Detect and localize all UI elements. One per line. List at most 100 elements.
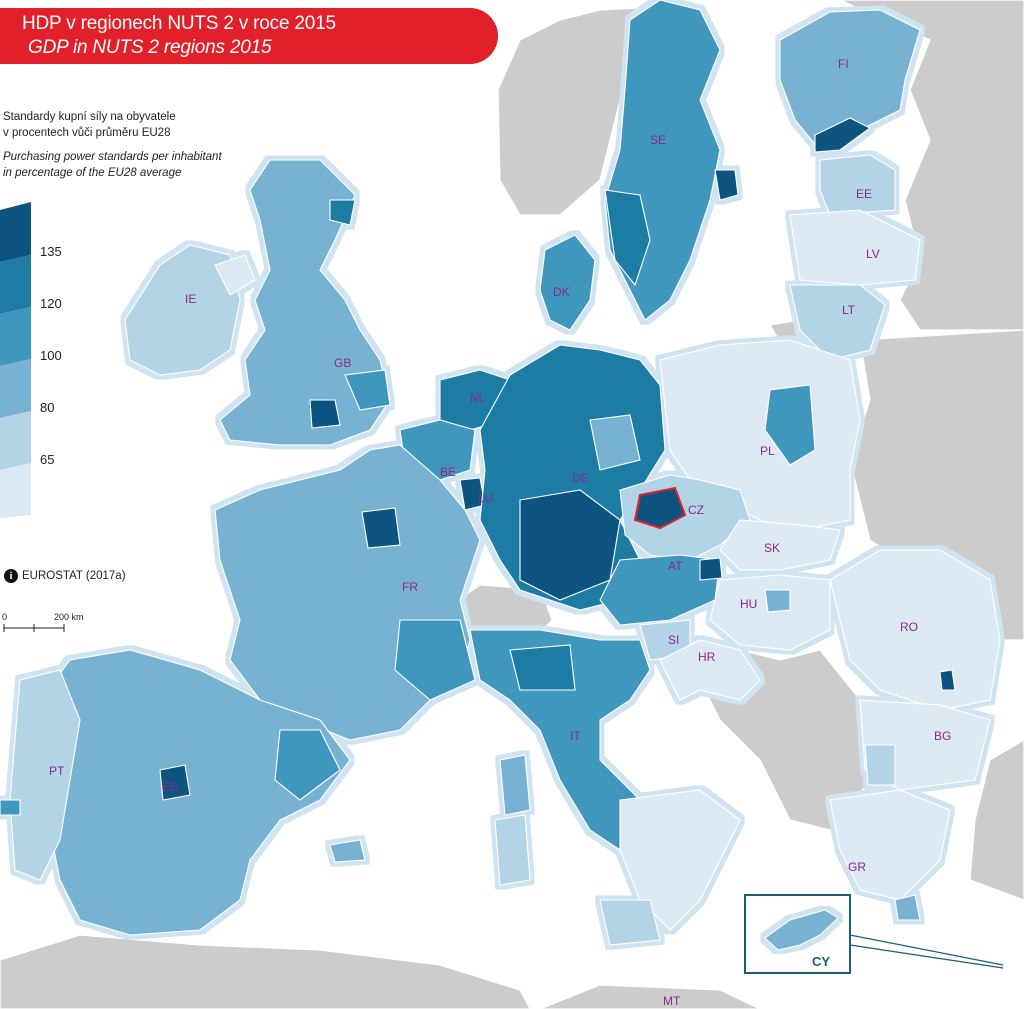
legend-label-65: 65	[40, 452, 54, 467]
region-es-baleares	[329, 839, 366, 863]
title-banner: HDP v regionech NUTS 2 v roce 2015 GDP i…	[0, 8, 498, 64]
label-hr: HR	[698, 650, 716, 664]
label-pl: PL	[760, 444, 775, 458]
legend-swatch-4	[0, 359, 31, 418]
legend-desc-en-line1: Purchasing power standards per inhabitan…	[3, 151, 222, 163]
legend-description-en: Purchasing power standards per inhabitan…	[3, 149, 222, 181]
legend-description-cz: Standardy kupní síly na obyvatele v proc…	[3, 109, 176, 141]
region-gr-athens	[894, 894, 921, 921]
scale-label-end: 200 km	[54, 612, 84, 622]
label-hu: HU	[740, 597, 757, 611]
region-ee	[819, 154, 896, 216]
legend-swatch-6	[0, 463, 31, 518]
region-bg-sofia	[864, 744, 896, 786]
label-lv: LV	[866, 247, 880, 261]
region-it-lombardia	[509, 644, 576, 691]
label-lu: LU	[478, 491, 493, 505]
label-cz: CZ	[688, 503, 704, 517]
region-cy	[764, 909, 839, 951]
region-es-madrid	[159, 764, 191, 801]
region-ie	[124, 244, 241, 376]
title-english: GDP in NUTS 2 regions 2015	[28, 37, 272, 58]
region-hr	[659, 639, 761, 701]
norway	[497, 7, 641, 216]
label-sk: SK	[764, 541, 780, 555]
region-ro-bucharest	[939, 669, 956, 691]
region-lv	[789, 209, 921, 286]
source-note: i EUROSTAT (2017a)	[4, 569, 126, 583]
cyprus-pointer-top	[849, 934, 1004, 966]
label-se: SE	[650, 133, 666, 147]
region-fi-helsinki	[814, 117, 872, 153]
region-ni	[214, 254, 256, 296]
region-hu-budapest	[764, 589, 791, 613]
legend-swatch-1	[0, 202, 31, 262]
label-nl: NL	[470, 391, 486, 405]
scale-bar: 0 200 km	[2, 612, 84, 632]
region-se-west	[604, 189, 651, 287]
region-it-south	[619, 789, 741, 931]
legend-swatch-2	[0, 255, 31, 314]
label-fi: FI	[838, 57, 849, 71]
label-lt: LT	[842, 303, 856, 317]
label-cy: CY	[812, 954, 830, 969]
label-pt: PT	[49, 764, 65, 778]
russia-north	[839, 0, 1024, 331]
label-ie: IE	[185, 292, 196, 306]
legend-desc-cz-line2: v procentech vůči průměru EU28	[3, 127, 171, 139]
label-be: BE	[440, 465, 456, 479]
label-it: IT	[570, 729, 581, 743]
source-text: EUROSTAT (2017a)	[22, 570, 126, 582]
region-dk	[539, 234, 596, 331]
label-bg: BG	[934, 729, 951, 743]
legend-desc-cz-line1: Standardy kupní síly na obyvatele	[3, 111, 176, 123]
region-se-stockholm	[714, 169, 739, 201]
label-ee: EE	[856, 187, 872, 201]
libya	[539, 984, 761, 1009]
region-gr	[829, 789, 951, 901]
region-cz-prague	[633, 486, 687, 530]
region-fr-ile-de-france	[361, 507, 401, 549]
cyprus-pointer-bottom	[849, 944, 1004, 969]
label-de: DE	[572, 471, 589, 485]
region-es-catalonia	[274, 729, 341, 801]
legend-label-100: 100	[40, 348, 62, 363]
cyprus-inset	[744, 894, 1004, 974]
region-sk	[719, 519, 841, 571]
region-it-sicilia	[599, 899, 661, 946]
turkey	[969, 739, 1024, 901]
region-at-vienna	[699, 557, 723, 581]
legend-swatch-5	[0, 411, 31, 470]
label-es: ES	[162, 780, 178, 794]
region-gb-london	[309, 399, 341, 429]
label-at: AT	[668, 559, 683, 573]
legend-swatch-3	[0, 307, 31, 366]
legend-ramp: 135 120 100 80 65	[0, 202, 62, 518]
region-at	[599, 554, 721, 626]
legend-label-135: 135	[40, 244, 62, 259]
label-dk: DK	[553, 285, 570, 299]
label-si: SI	[668, 633, 679, 647]
region-pl-warsaw	[764, 384, 816, 466]
region-ro	[829, 549, 1001, 711]
label-ro: RO	[900, 620, 918, 634]
label-fr: FR	[402, 580, 418, 594]
region-fr-rhone-alpes	[394, 619, 476, 701]
title-czech: HDP v regionech NUTS 2 v roce 2015	[22, 13, 336, 34]
legend-desc-en-line2: in percentage of the EU28 average	[3, 167, 182, 179]
region-gb	[219, 159, 391, 446]
region-lt	[789, 284, 886, 361]
label-gb: GB	[334, 356, 351, 370]
region-it-sardegna	[494, 814, 531, 886]
region-pt-lisbon	[0, 799, 21, 816]
legend-label-80: 80	[40, 400, 54, 415]
label-gr: GR	[848, 860, 866, 874]
country-labels: FI SE EE LV LT IE GB DK NL BE LU DE PL C…	[49, 57, 951, 1008]
legend-label-120: 120	[40, 296, 62, 311]
scale-label-start: 0	[2, 612, 7, 622]
region-fr-corse	[499, 754, 531, 816]
info-icon: i	[4, 569, 18, 583]
